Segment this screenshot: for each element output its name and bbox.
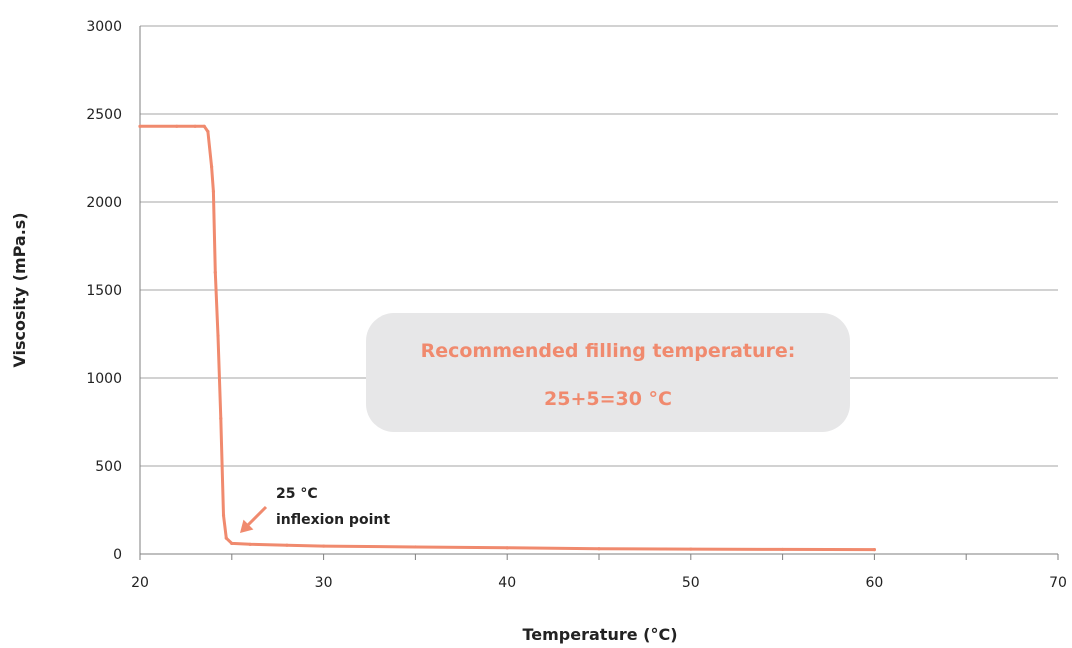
callout-box — [366, 313, 850, 432]
y-tick-label: 1500 — [86, 283, 122, 299]
recommended-temperature-callout: Recommended filling temperature: 25+5=30… — [366, 313, 850, 432]
viscosity-data-point — [202, 124, 206, 128]
viscosity-data-point — [219, 416, 223, 421]
callout-line-2: 25+5=30 °C — [544, 388, 672, 410]
inflexion-point-label: inflexion point — [276, 512, 390, 528]
viscosity-data-point — [211, 189, 216, 194]
x-tick-label: 70 — [1049, 575, 1067, 591]
viscosity-data-point — [322, 544, 326, 548]
viscosity-data-point — [206, 130, 210, 134]
y-tick-label: 1000 — [86, 371, 122, 387]
x-tick-labels: 20 30 40 50 60 70 — [131, 575, 1067, 591]
y-tick-label: 0 — [113, 547, 122, 563]
viscosity-data-point — [781, 547, 785, 552]
viscosity-data-point — [872, 548, 877, 552]
y-tick-label: 500 — [95, 459, 122, 475]
x-tick-label: 20 — [131, 575, 149, 591]
viscosity-data-point — [597, 547, 601, 551]
viscosity-series-line — [138, 124, 876, 552]
y-tick-label: 2000 — [86, 195, 122, 211]
viscosity-data-point — [248, 542, 252, 546]
grid-lines — [140, 25, 1058, 467]
viscosity-data-point — [689, 547, 693, 551]
viscosity-data-point — [413, 545, 417, 549]
inflexion-annotation: 25 °C inflexion point — [240, 486, 390, 533]
callout-line-1: Recommended filling temperature: — [421, 340, 796, 362]
viscosity-data-point — [224, 536, 228, 540]
viscosity-data-point — [221, 513, 226, 517]
y-tick-labels: 0 500 1000 1500 2000 2500 3000 — [86, 19, 122, 563]
viscosity-data-point — [210, 165, 214, 169]
viscosity-data-point — [138, 124, 142, 128]
inflexion-arrow — [243, 505, 268, 530]
viscosity-data-point — [175, 124, 179, 128]
y-axis-title: Viscosity (mPa.s) — [10, 212, 29, 367]
viscosity-data-point — [505, 546, 509, 550]
viscosity-data-point — [285, 543, 289, 547]
y-tick-label: 3000 — [86, 19, 122, 35]
axes — [139, 26, 1059, 560]
series-layer — [138, 124, 877, 552]
viscosity-data-point — [216, 334, 220, 338]
x-tick-label: 50 — [682, 575, 700, 591]
viscosity-data-point — [213, 270, 217, 274]
y-tick-label: 2500 — [86, 107, 122, 123]
x-tick-label: 30 — [315, 575, 333, 591]
inflexion-temp-label: 25 °C — [276, 486, 318, 502]
x-tick-label: 60 — [865, 575, 883, 591]
x-tick-label: 40 — [498, 575, 516, 591]
viscosity-data-point — [230, 541, 234, 546]
inflexion-arrow-head — [240, 519, 254, 533]
x-axis-title: Temperature (°C) — [522, 625, 677, 644]
viscosity-data-point — [193, 124, 197, 128]
